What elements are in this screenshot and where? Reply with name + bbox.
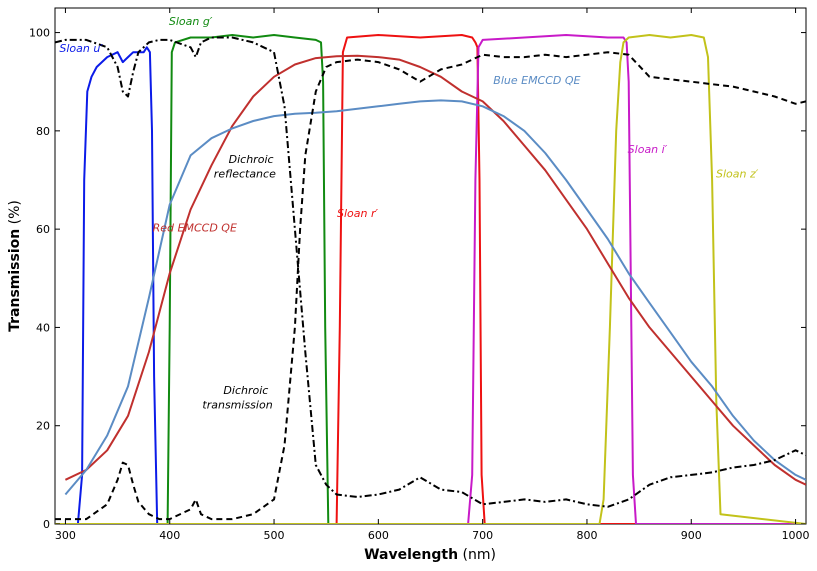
annotation-text: reflectance	[214, 168, 276, 181]
plot-frame	[54, 7, 807, 525]
annotation-text: Dichroic	[223, 384, 268, 397]
annotation-text: Blue EMCCD QE	[493, 74, 580, 87]
annotation-prime: ′	[100, 42, 103, 55]
annotation-sloan-z: Sloan z′	[716, 168, 759, 181]
x-tick-label: 800	[576, 529, 597, 542]
annotation-dichroic-transmission-2: transmission	[202, 399, 272, 412]
annotation-sloan-u: Sloan u′	[59, 42, 103, 55]
annotation-text: Sloan g	[169, 15, 210, 28]
series-line-sloan-u	[55, 46, 806, 524]
annotation-text: Sloan r	[337, 207, 377, 220]
series-line-sloan-g	[55, 34, 806, 524]
y-tick-label: 0	[43, 518, 50, 531]
x-tick-label: 600	[368, 529, 389, 542]
series-line-sloan-r	[55, 34, 806, 524]
annotation-prime: ′	[756, 168, 759, 181]
annotation-prime: ′	[210, 15, 213, 28]
series-line-dichroic-transmission	[55, 51, 806, 521]
series-line-dichroic-reflectance	[55, 36, 806, 508]
y-axis-label-bold: Transmission	[7, 229, 23, 332]
annotation-red-qe: Red EMCCD QE	[153, 222, 237, 235]
series-line-red-emccd-qe	[64, 54, 806, 486]
x-axis-ticks: 300 400 500 600 700 800 900 1000	[55, 8, 810, 542]
y-tick-label: 20	[36, 420, 50, 433]
x-tick-label: 1000	[782, 529, 810, 542]
annotation-prime: ′	[665, 143, 668, 156]
y-axis-label-unit: (%)	[7, 200, 23, 224]
annotation-prime: ′	[375, 207, 378, 220]
annotation-text: transmission	[202, 399, 272, 412]
x-tick-label: 400	[159, 529, 180, 542]
x-tick-label: 500	[264, 529, 285, 542]
annotation-dichroic-reflectance-2: reflectance	[214, 168, 276, 181]
x-axis-label-bold: Wavelength	[364, 547, 458, 563]
annotation-dichroic-transmission-1: Dichroic	[223, 384, 268, 397]
annotation-sloan-g: Sloan g′	[169, 15, 213, 28]
x-axis-label: Wavelength (nm)	[364, 547, 496, 563]
annotation-text: Red EMCCD QE	[153, 222, 237, 235]
x-tick-label: 700	[472, 529, 493, 542]
annotation-sloan-i: Sloan i′	[628, 143, 668, 156]
x-axis-label-unit: (nm)	[462, 547, 495, 563]
annotation-layer: Sloan u′Sloan g′Sloan r′Sloan i′Sloan z′…	[59, 15, 758, 411]
series-layer	[55, 34, 806, 524]
series-line-sloan-i	[55, 34, 806, 524]
annotation-text: Dichroic	[229, 153, 274, 166]
series-line-blue-emccd-qe	[64, 99, 806, 496]
y-axis-ticks: 0 20 40 60 80 100	[29, 27, 806, 531]
x-tick-label: 900	[681, 529, 702, 542]
annotation-sloan-r: Sloan r′	[337, 207, 379, 220]
annotation-blue-qe: Blue EMCCD QE	[493, 74, 580, 87]
annotation-text: Sloan u	[59, 42, 100, 55]
series-line-sloan-z	[55, 34, 806, 524]
y-tick-label: 80	[36, 125, 50, 138]
annotation-dichroic-reflectance-1: Dichroic	[229, 153, 274, 166]
y-axis-label: Transmission (%)	[7, 200, 23, 332]
y-tick-label: 60	[36, 223, 50, 236]
x-tick-label: 300	[55, 529, 76, 542]
annotation-text: Sloan i	[628, 143, 665, 156]
y-tick-label: 40	[36, 321, 50, 334]
annotation-text: Sloan z	[716, 168, 756, 181]
y-tick-label: 100	[29, 27, 50, 40]
